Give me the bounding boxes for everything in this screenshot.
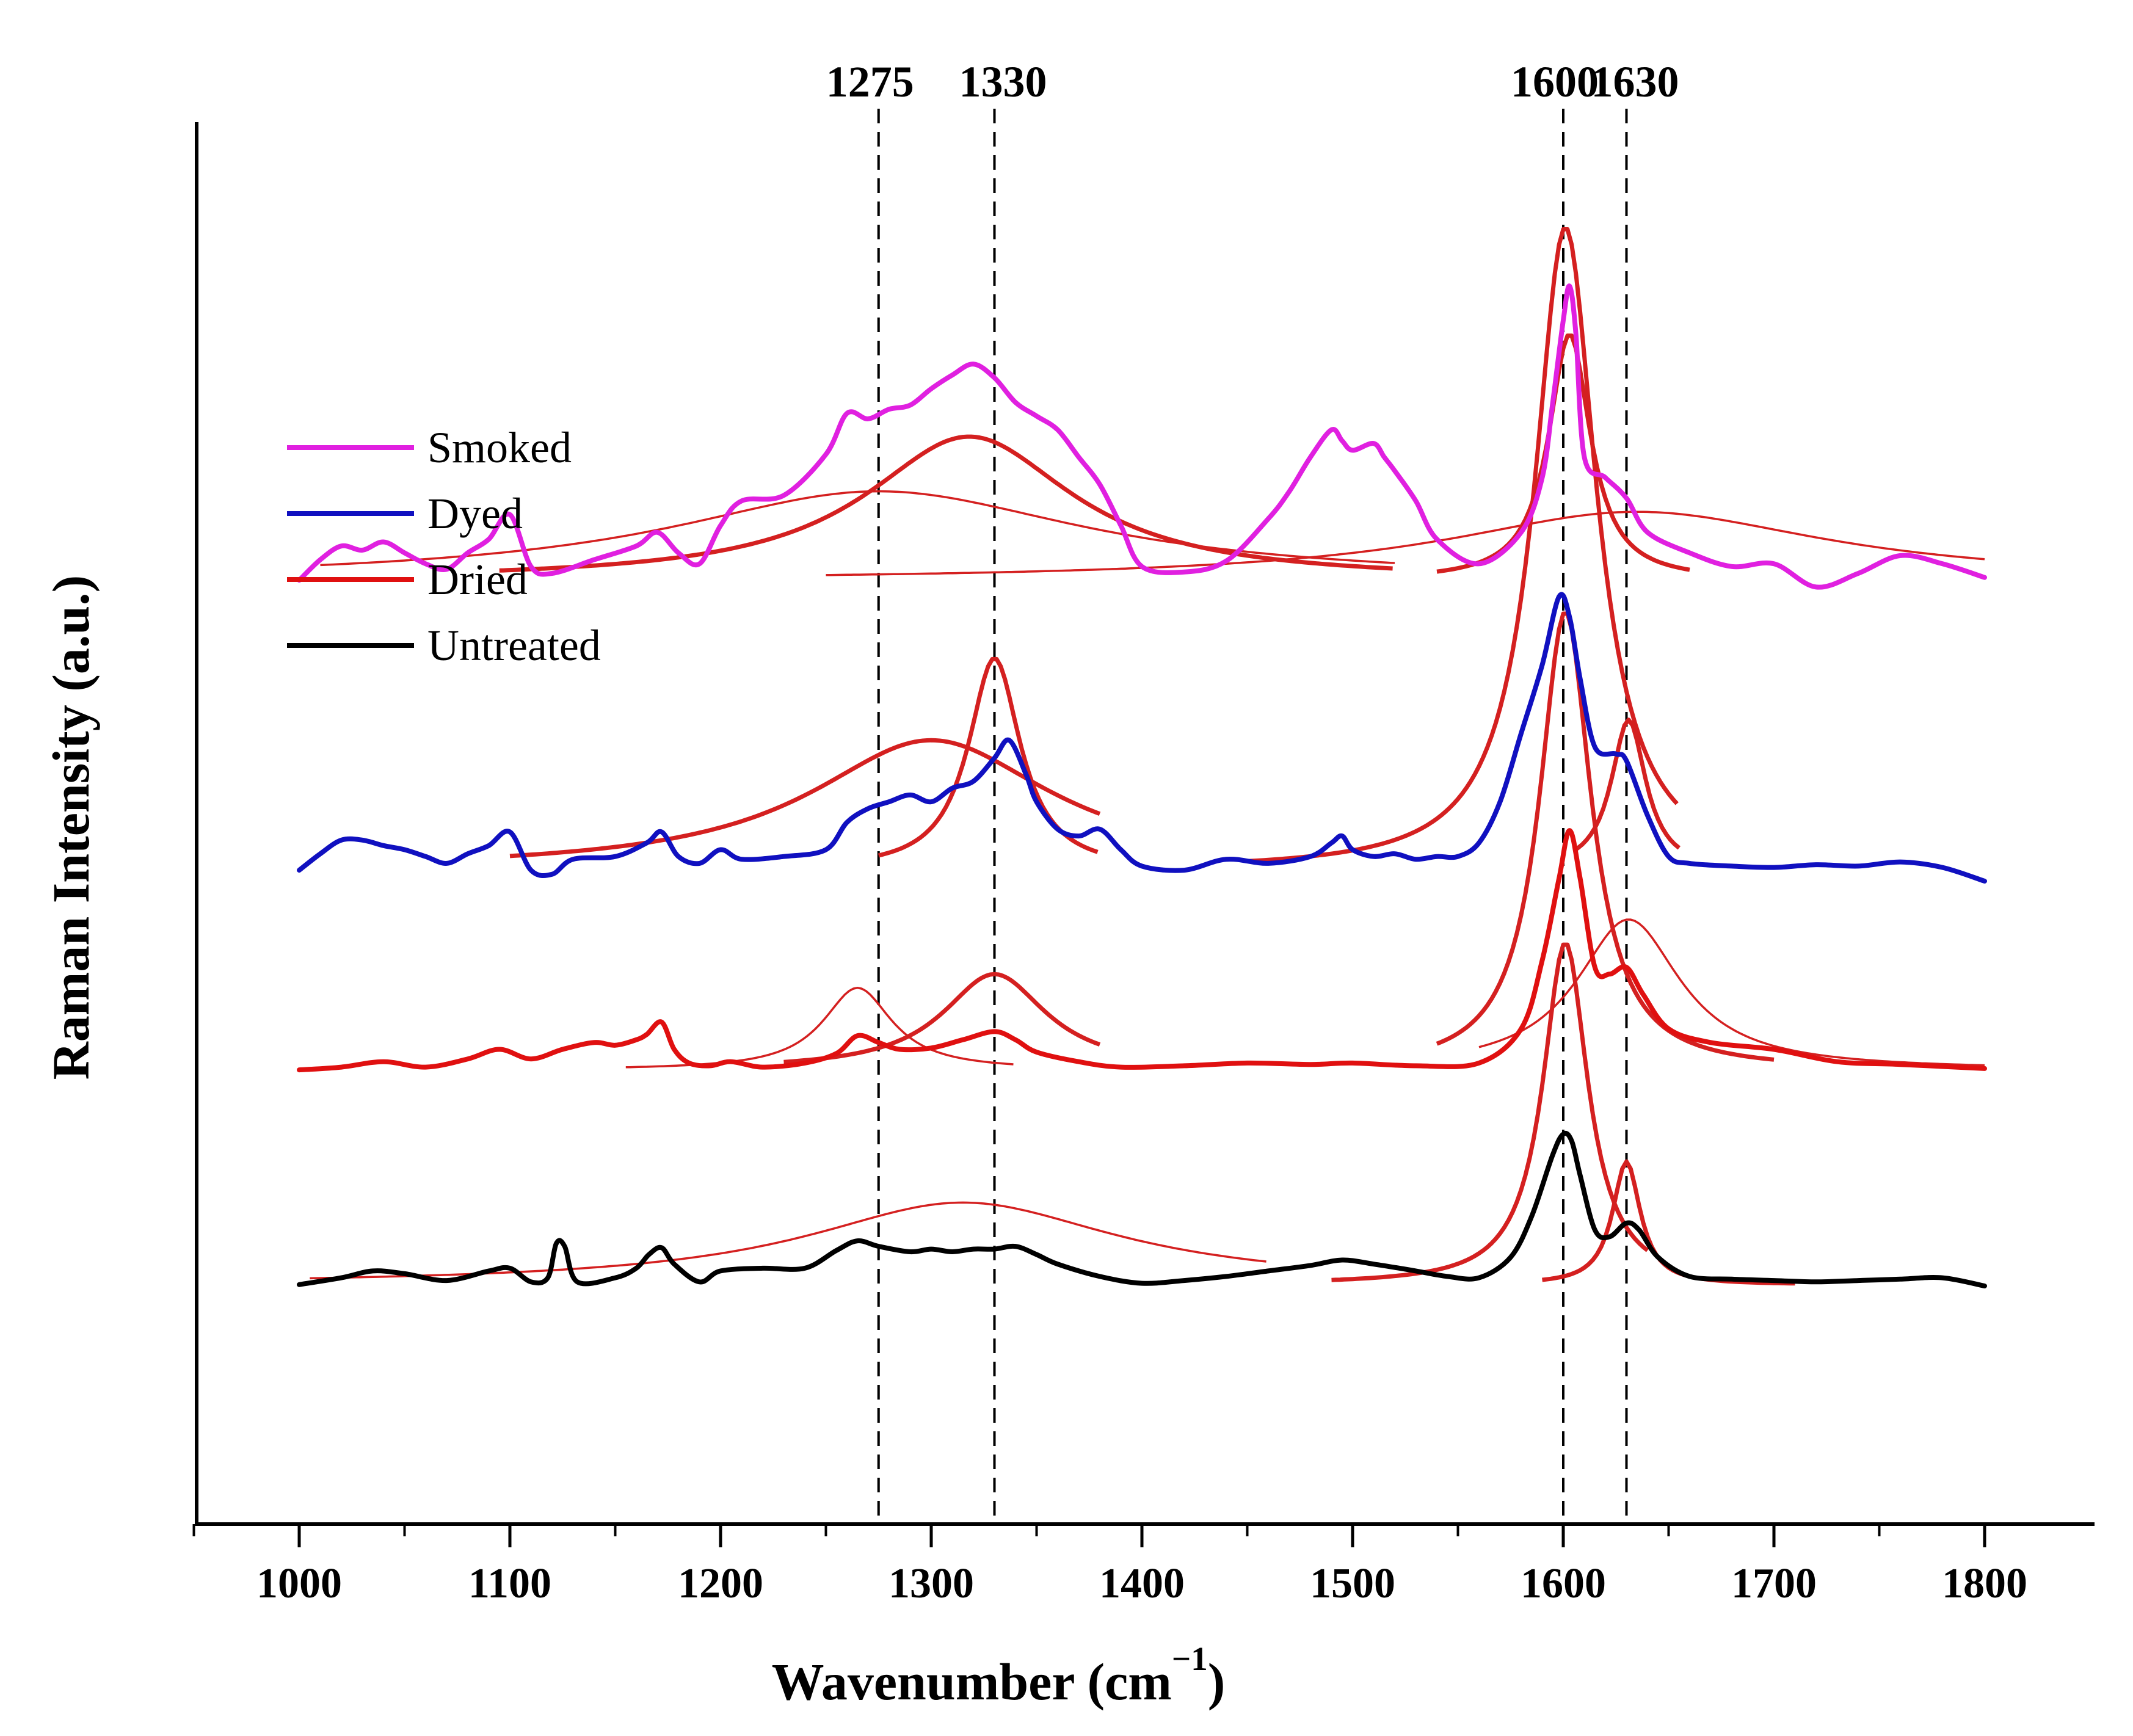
series-smoked — [297, 283, 1987, 590]
legend-label-untreated: Untreated — [427, 621, 601, 670]
reference-label-1275: 1275 — [826, 57, 914, 106]
x-tick-label: 1800 — [1942, 1560, 2027, 1607]
fit-peak-dried-1601 — [1436, 611, 1775, 1062]
legend: Smoked Dyed Dried Untreated — [287, 423, 601, 670]
x-axis-title-superscript: −1 — [1172, 1640, 1208, 1677]
series-dyed — [297, 592, 1987, 884]
fit-peak-smoked-1318 — [499, 434, 1393, 573]
fitted-peaks — [310, 227, 1985, 1286]
reference-label-1630: 1630 — [1591, 57, 1679, 106]
fit-peak-smoked-1635 — [826, 510, 1985, 576]
fit-peak-dyed-1631 — [1572, 717, 1681, 853]
x-tick-label: 1100 — [468, 1560, 551, 1607]
legend-label-dried: Dried — [427, 555, 528, 604]
fit-peak-dyed-1300 — [509, 738, 1101, 859]
x-tick-label: 1700 — [1731, 1560, 1817, 1607]
fit-peak-dyed-1601 — [1247, 227, 1679, 863]
legend-label-dyed: Dyed — [427, 489, 523, 538]
x-tick-label: 1600 — [1521, 1560, 1606, 1607]
reference-label-1330: 1330 — [959, 57, 1047, 106]
x-tick-label: 1400 — [1099, 1560, 1185, 1607]
x-tick-label: 1000 — [256, 1560, 342, 1607]
fit-peak-dried-1330 — [783, 972, 1101, 1064]
x-tick-label: 1200 — [678, 1560, 763, 1607]
series-untreated — [297, 1131, 1987, 1288]
x-axis-title-close: ) — [1208, 1652, 1226, 1711]
legend-label-smoked: Smoked — [427, 423, 572, 472]
spectra-series — [297, 283, 1987, 1288]
reference-label-1600: 1600 — [1511, 57, 1599, 106]
x-axis-title: Wavenumber (cm−1) — [772, 1640, 1226, 1711]
x-tick-label: 1500 — [1310, 1560, 1395, 1607]
fit-peak-untreated-1601 — [1331, 942, 1649, 1282]
x-ticks: 1000 1100 1200 1300 1400 1500 1600 1700 1800 — [192, 1524, 2027, 1607]
series-dried — [297, 828, 1987, 1073]
x-axis-title-main: Wavenumber (cm — [772, 1652, 1172, 1711]
x-tick-label: 1300 — [888, 1560, 974, 1607]
axes — [195, 122, 2095, 1526]
y-axis-title: Raman Intensity (a.u.) — [42, 575, 100, 1080]
